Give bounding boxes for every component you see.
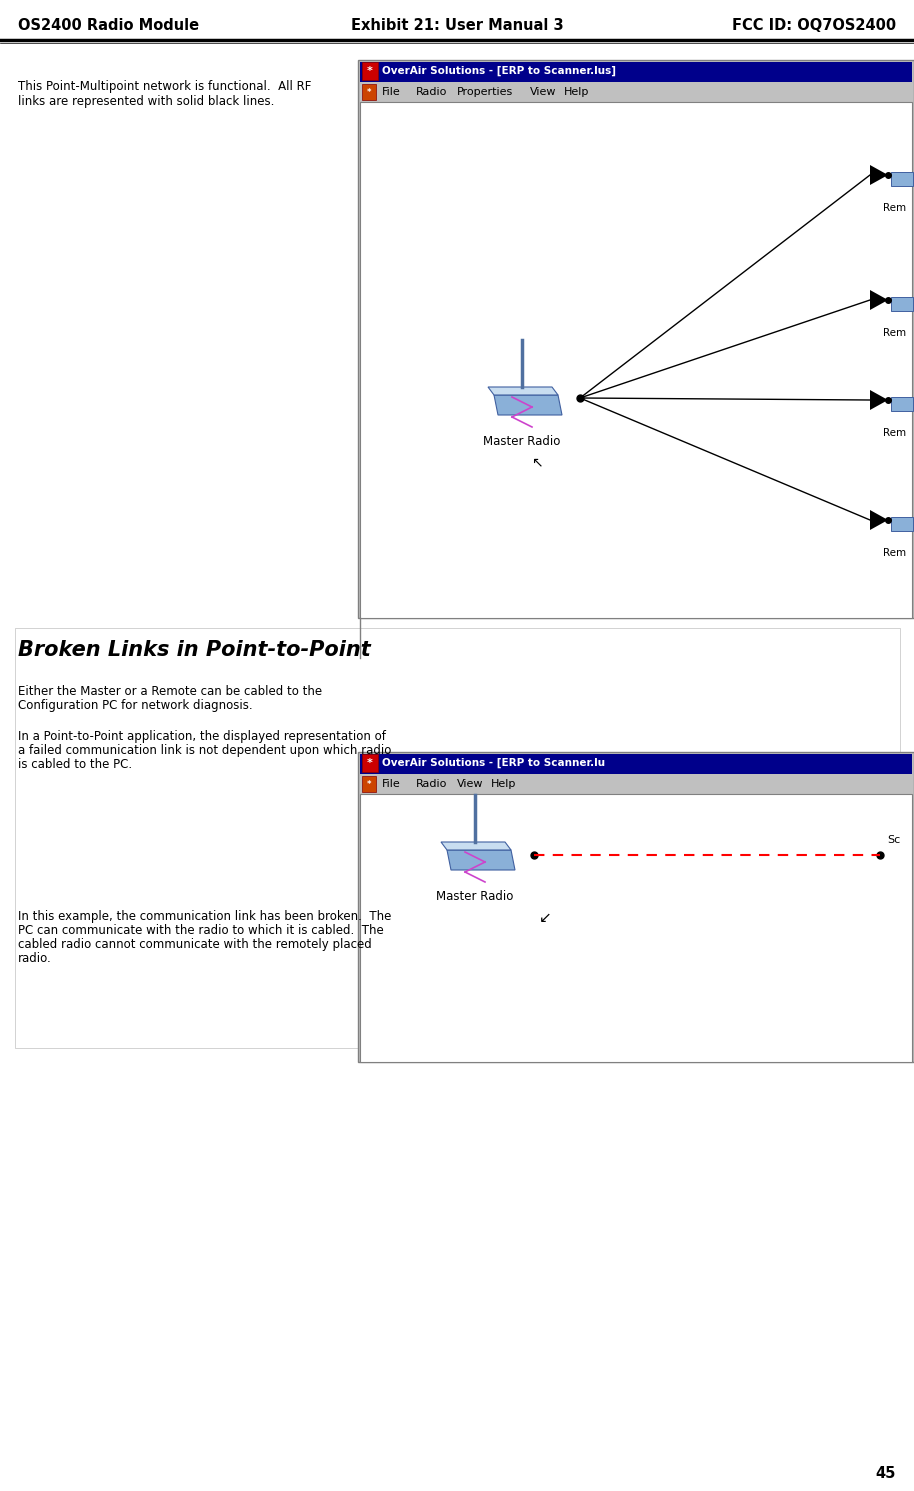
Text: Sc: Sc	[887, 835, 900, 845]
Bar	[15, 628, 900, 1048]
Text: Configuration PC for network diagnosis.: Configuration PC for network diagnosis.	[18, 699, 252, 713]
Text: In a Point-to-Point application, the displayed representation of: In a Point-to-Point application, the dis…	[18, 731, 386, 743]
Text: File: File	[382, 86, 400, 97]
Text: links are represented with solid black lines.: links are represented with solid black l…	[18, 95, 274, 107]
Bar	[891, 297, 913, 312]
Text: File: File	[382, 778, 400, 789]
Text: Help: Help	[491, 778, 515, 789]
Text: 45: 45	[876, 1466, 896, 1481]
Text: *: *	[367, 66, 373, 76]
Text: View: View	[456, 778, 483, 789]
Text: Radio: Radio	[416, 86, 447, 97]
Text: FCC ID: OQ7OS2400: FCC ID: OQ7OS2400	[732, 18, 896, 33]
Text: Properties: Properties	[456, 86, 513, 97]
Polygon shape	[441, 842, 511, 850]
Bar	[358, 60, 914, 617]
Text: View: View	[529, 86, 556, 97]
Text: Either the Master or a Remote can be cabled to the: Either the Master or a Remote can be cab…	[18, 684, 322, 698]
Text: *: *	[367, 780, 371, 789]
Bar	[362, 63, 378, 81]
Bar	[360, 101, 912, 617]
Text: Exhibit 21: User Manual 3: Exhibit 21: User Manual 3	[351, 18, 563, 33]
Bar	[360, 795, 912, 1062]
Bar	[360, 754, 912, 774]
Text: ↖: ↖	[531, 455, 543, 470]
Polygon shape	[870, 391, 888, 410]
Polygon shape	[870, 166, 888, 185]
Bar	[891, 171, 913, 186]
Text: Help: Help	[564, 86, 589, 97]
Polygon shape	[870, 510, 888, 529]
Bar	[358, 751, 914, 1062]
Bar	[362, 775, 376, 792]
Text: Rem: Rem	[883, 549, 906, 558]
Bar	[360, 63, 912, 82]
Text: a failed communication link is not dependent upon which radio: a failed communication link is not depen…	[18, 744, 391, 757]
Text: radio.: radio.	[18, 951, 52, 965]
Bar	[362, 83, 376, 100]
Polygon shape	[447, 850, 515, 871]
Text: *: *	[367, 88, 371, 97]
Text: PC can communicate with the radio to which it is cabled.  The: PC can communicate with the radio to whi…	[18, 924, 384, 936]
Text: cabled radio cannot communicate with the remotely placed: cabled radio cannot communicate with the…	[18, 938, 372, 951]
Text: is cabled to the PC.: is cabled to the PC.	[18, 757, 133, 771]
Text: Rem: Rem	[883, 428, 906, 438]
Polygon shape	[488, 388, 558, 395]
Text: In this example, the communication link has been broken.  The: In this example, the communication link …	[18, 910, 391, 923]
Bar	[891, 517, 913, 531]
Text: Master Radio: Master Radio	[436, 890, 514, 904]
Bar	[360, 774, 912, 795]
Text: Master Radio: Master Radio	[484, 435, 560, 447]
Text: Radio: Radio	[416, 778, 447, 789]
Text: OS2400 Radio Module: OS2400 Radio Module	[18, 18, 199, 33]
Polygon shape	[870, 291, 888, 310]
Text: Rem: Rem	[883, 203, 906, 213]
Text: OverAir Solutions - [ERP to Scanner.lus]: OverAir Solutions - [ERP to Scanner.lus]	[382, 66, 616, 76]
Text: OverAir Solutions - [ERP to Scanner.lu: OverAir Solutions - [ERP to Scanner.lu	[382, 757, 605, 768]
Text: *: *	[367, 757, 373, 768]
Bar	[891, 397, 913, 412]
Text: This Point-Multipoint network is functional.  All RF: This Point-Multipoint network is functio…	[18, 81, 312, 92]
Text: Broken Links in Point-to-Point: Broken Links in Point-to-Point	[18, 640, 371, 661]
Polygon shape	[494, 395, 562, 414]
Text: Rem: Rem	[883, 328, 906, 338]
Bar	[362, 754, 378, 772]
Bar	[360, 82, 912, 101]
Text: ↙: ↙	[538, 910, 551, 924]
